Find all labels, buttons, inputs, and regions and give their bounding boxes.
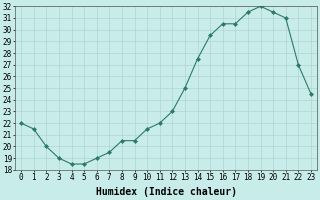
X-axis label: Humidex (Indice chaleur): Humidex (Indice chaleur) xyxy=(95,187,236,197)
